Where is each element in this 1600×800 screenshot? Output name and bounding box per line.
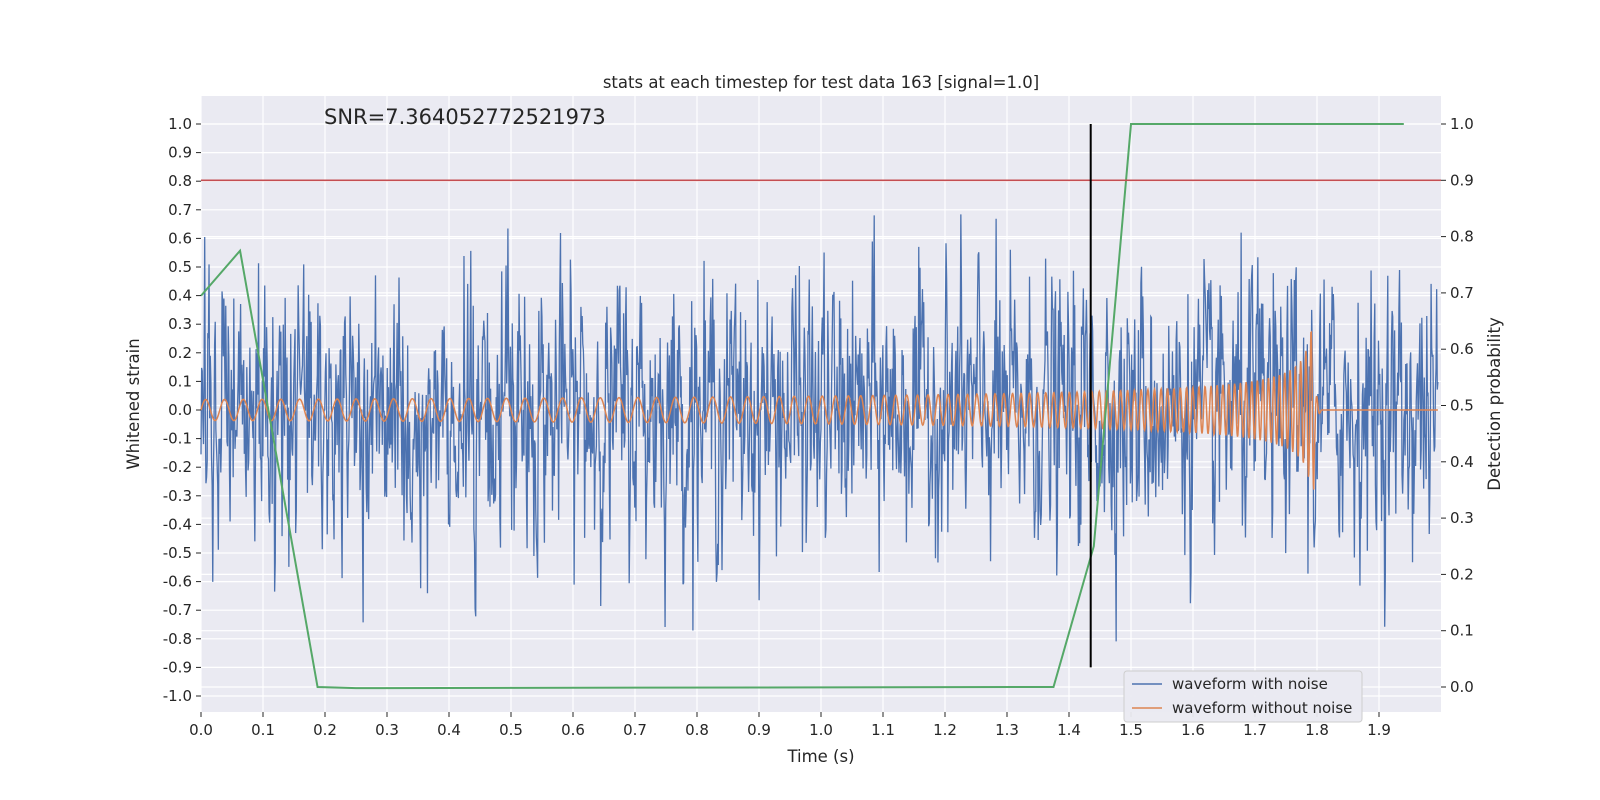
series-waveform-without-noise <box>200 330 1438 490</box>
x-tick-label: 1.4 <box>1057 721 1081 739</box>
y-tick-label-right: 0.1 <box>1450 622 1474 640</box>
y-tick-label-right: 0.9 <box>1450 171 1474 189</box>
x-tick-label: 0.0 <box>189 721 213 739</box>
y-tick-label-left: 1.0 <box>168 115 192 133</box>
y-tick-label-left: 0.0 <box>168 401 192 419</box>
y-tick-label-right: 0.5 <box>1450 397 1474 415</box>
y-tick-label-left: 0.3 <box>168 315 192 333</box>
x-tick-label: 0.8 <box>685 721 709 739</box>
x-tick-label: 1.1 <box>871 721 895 739</box>
x-tick-label: 1.8 <box>1305 721 1329 739</box>
legend-box <box>1123 670 1363 723</box>
chart-title: stats at each timestep for test data 163… <box>603 73 1039 92</box>
x-tick-label: 1.2 <box>933 721 957 739</box>
legend: waveform with noise waveform without noi… <box>1123 670 1363 723</box>
y-tick-label-right: 1.0 <box>1450 115 1474 133</box>
y-tick-label-left: -0.6 <box>163 573 192 591</box>
y-tick-label-left: -0.1 <box>163 430 192 448</box>
y-tick-label-left: 0.4 <box>168 287 192 305</box>
x-tick-label: 0.3 <box>375 721 399 739</box>
y-axis-label-right: Detection probability <box>1485 317 1504 491</box>
tick-labels: 0.0 0.1 0.2 0.3 0.4 0.5 0.6 0.7 0.8 0.9 1.0 1.1 1.2 1… <box>163 115 1474 739</box>
y-tick-label-right: 0.2 <box>1450 565 1474 583</box>
x-tick-label: 1.5 <box>1119 721 1143 739</box>
x-tick-label: 0.1 <box>251 721 275 739</box>
x-tick-label: 1.3 <box>995 721 1019 739</box>
y-tick-label-left: 0.8 <box>168 172 192 190</box>
x-axis-label: Time (s) <box>786 747 854 766</box>
y-tick-label-right: 0.3 <box>1450 509 1474 527</box>
y-tick-label-left: -0.3 <box>163 487 192 505</box>
legend-label-noise: waveform with noise <box>1172 675 1328 693</box>
x-tick-label: 1.0 <box>809 721 833 739</box>
x-tick-label: 1.6 <box>1181 721 1205 739</box>
y-tick-label-left: 0.6 <box>168 229 192 247</box>
y-axis-label-left: Whitened strain <box>124 338 143 469</box>
x-tick-label: 0.9 <box>747 721 771 739</box>
y-tick-label-left: -0.2 <box>163 458 192 476</box>
y-tick-label-right: 0.8 <box>1450 228 1474 246</box>
series-layer <box>200 123 1441 690</box>
x-tick-label: 0.4 <box>437 721 461 739</box>
y-tick-label-right: 0.6 <box>1450 340 1474 358</box>
y-tick-label-left: -0.8 <box>163 630 192 648</box>
x-tick-label: 1.9 <box>1367 721 1391 739</box>
y-tick-label-left: -1.0 <box>163 687 192 705</box>
x-tick-label: 0.6 <box>561 721 585 739</box>
y-tick-label-left: -0.4 <box>163 515 192 533</box>
y-tick-label-left: -0.5 <box>163 544 192 562</box>
snr-annotation: SNR=7.364052772521973 <box>324 105 606 129</box>
y-tick-label-left: -0.7 <box>163 601 192 619</box>
y-tick-label-right: 0.0 <box>1450 678 1474 696</box>
series-waveform-with-noise <box>200 214 1439 642</box>
y-tick-label-left: 0.7 <box>168 201 192 219</box>
y-tick-label-left: 0.9 <box>168 144 192 162</box>
series-detection-probability <box>200 123 1404 690</box>
x-tick-label: 0.5 <box>499 721 523 739</box>
legend-label-clean: waveform without noise <box>1172 699 1352 717</box>
y-tick-label-left: 0.5 <box>168 258 192 276</box>
y-tick-label-right: 0.7 <box>1450 284 1474 302</box>
x-tick-label: 0.7 <box>623 721 647 739</box>
y-tick-label-left: 0.2 <box>168 344 192 362</box>
y-tick-label-left: 0.1 <box>168 372 192 390</box>
x-tick-label: 0.2 <box>313 721 337 739</box>
x-tick-label: 1.7 <box>1243 721 1267 739</box>
y-tick-label-left: -0.9 <box>163 658 192 676</box>
y-tick-label-right: 0.4 <box>1450 453 1474 471</box>
